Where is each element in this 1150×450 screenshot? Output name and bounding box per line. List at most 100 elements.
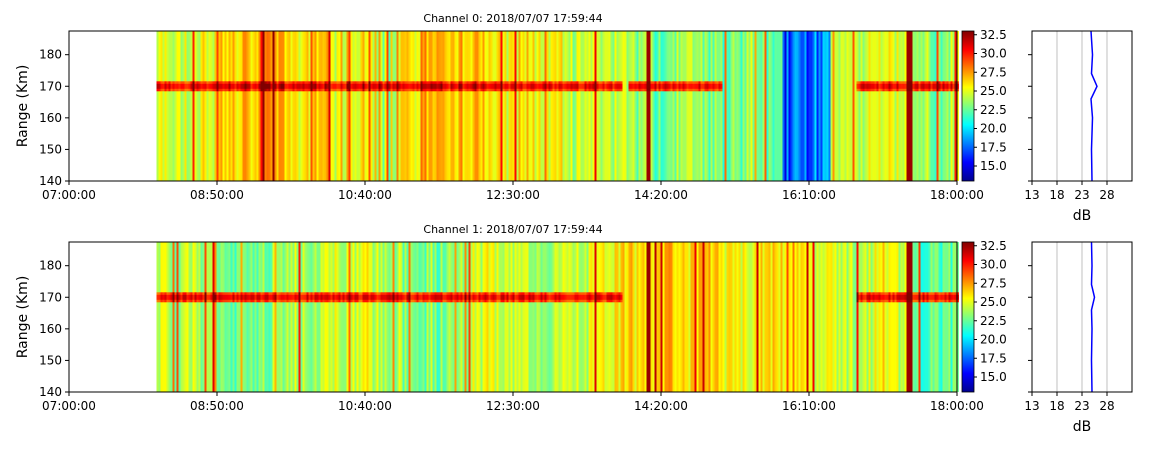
heatmap-column [414,242,417,392]
heatmap-column [298,31,301,181]
heatmap-column [486,242,489,392]
echo-band-core [208,83,211,89]
echo-band-core [680,83,683,89]
echo-band-core [628,83,631,89]
echo-band-core [502,83,505,89]
y-tick-label: 150 [39,353,62,367]
heatmap-column [498,242,501,392]
heatmap-column [516,31,519,181]
echo-band-core [452,83,455,89]
colorbar-tick-label: 15.0 [980,159,1007,173]
heatmap-column [248,242,251,392]
heatmap-column [656,242,659,392]
heatmap-column [768,242,771,392]
echo-band-core [954,83,957,89]
echo-band-core [164,83,167,89]
heatmap-column [828,31,831,181]
echo-band-core [224,294,227,300]
heatmap-column [534,31,537,181]
heatmap-column [886,242,889,392]
heatmap-column [750,31,753,181]
heatmap-column [600,242,603,392]
echo-band-core [480,83,483,89]
echo-band-core [280,294,283,300]
heatmap-column [342,242,345,392]
echo-band-core [294,294,297,300]
echo-band-core [472,294,475,300]
echo-band-core [260,83,263,89]
heatmap-column [484,31,487,181]
heatmap-column [320,242,323,392]
echo-band-core [228,294,231,300]
echo-band-core [454,83,457,89]
echo-band-core [180,83,183,89]
echo-band-core [882,294,885,300]
heatmap-column [678,31,681,181]
heatmap-column [520,242,523,392]
heatmap-column [680,31,683,181]
heatmap-column [662,31,665,181]
heatmap-column [544,242,547,392]
heatmap-column [304,242,307,392]
echo-band-core [178,294,181,300]
heatmap-column [238,31,241,181]
echo-band-core [644,83,647,89]
colorbar-ticks: 15.0 17.5 20.0 22.5 25.0 27.5 30.0 32.5 [974,239,1007,384]
echo-band-core [568,83,571,89]
colorbar-tick-label: 17.5 [980,140,1007,154]
heatmap-column [912,31,915,181]
heatmap-column [798,31,801,181]
echo-band-core [378,294,381,300]
heatmap-column [898,242,901,392]
heatmap-column [200,31,203,181]
echo-band-core [404,294,407,300]
heatmap-column [836,242,839,392]
heatmap-column [684,31,687,181]
heatmap-column [914,242,917,392]
heatmap-column [668,242,671,392]
heatmap-column [624,242,627,392]
heatmap-column [404,242,407,392]
echo-band-core [236,294,239,300]
echo-band-core [324,83,327,89]
echo-band-core [572,83,575,89]
heatmap-column [894,242,897,392]
heatmap-column [896,242,899,392]
heatmap-column [356,242,359,392]
echo-band-core [586,83,589,89]
echo-band-core [482,83,485,89]
echo-band-core [480,294,483,300]
echo-band-core [222,294,225,300]
heatmap-column [618,31,621,181]
heatmap-column [406,31,409,181]
heatmap-column [286,31,289,181]
echo-band-core [356,83,359,89]
heatmap-column [536,31,539,181]
heatmap-column [532,242,535,392]
heatmap-column [202,242,205,392]
echo-band-core [860,294,863,300]
echo-band-core [948,83,951,89]
heatmap-column [640,242,643,392]
panel-channel-0: Channel 0: 2018/07/07 17:59:44 07:00:00 0… [15,12,1133,224]
heatmap-column [460,31,463,181]
heatmap-column [194,31,197,181]
heatmap-column [558,242,561,392]
heatmap-column [564,242,567,392]
heatmap-column [464,242,467,392]
echo-band-core [502,294,505,300]
echo-band-core [476,83,479,89]
heatmap-column [176,31,179,181]
heatmap-column [956,31,959,181]
heatmap-column [886,31,889,181]
heatmap-column [178,242,181,392]
heatmap-column [806,31,809,181]
heatmap-column [446,242,449,392]
heatmap-column [666,242,669,392]
heatmap-column [632,31,635,181]
heatmap-column [602,31,605,181]
echo-band-core [252,83,255,89]
echo-band-core [658,83,661,89]
heatmap-column [736,31,739,181]
profile-x-label: dB [1073,419,1092,435]
